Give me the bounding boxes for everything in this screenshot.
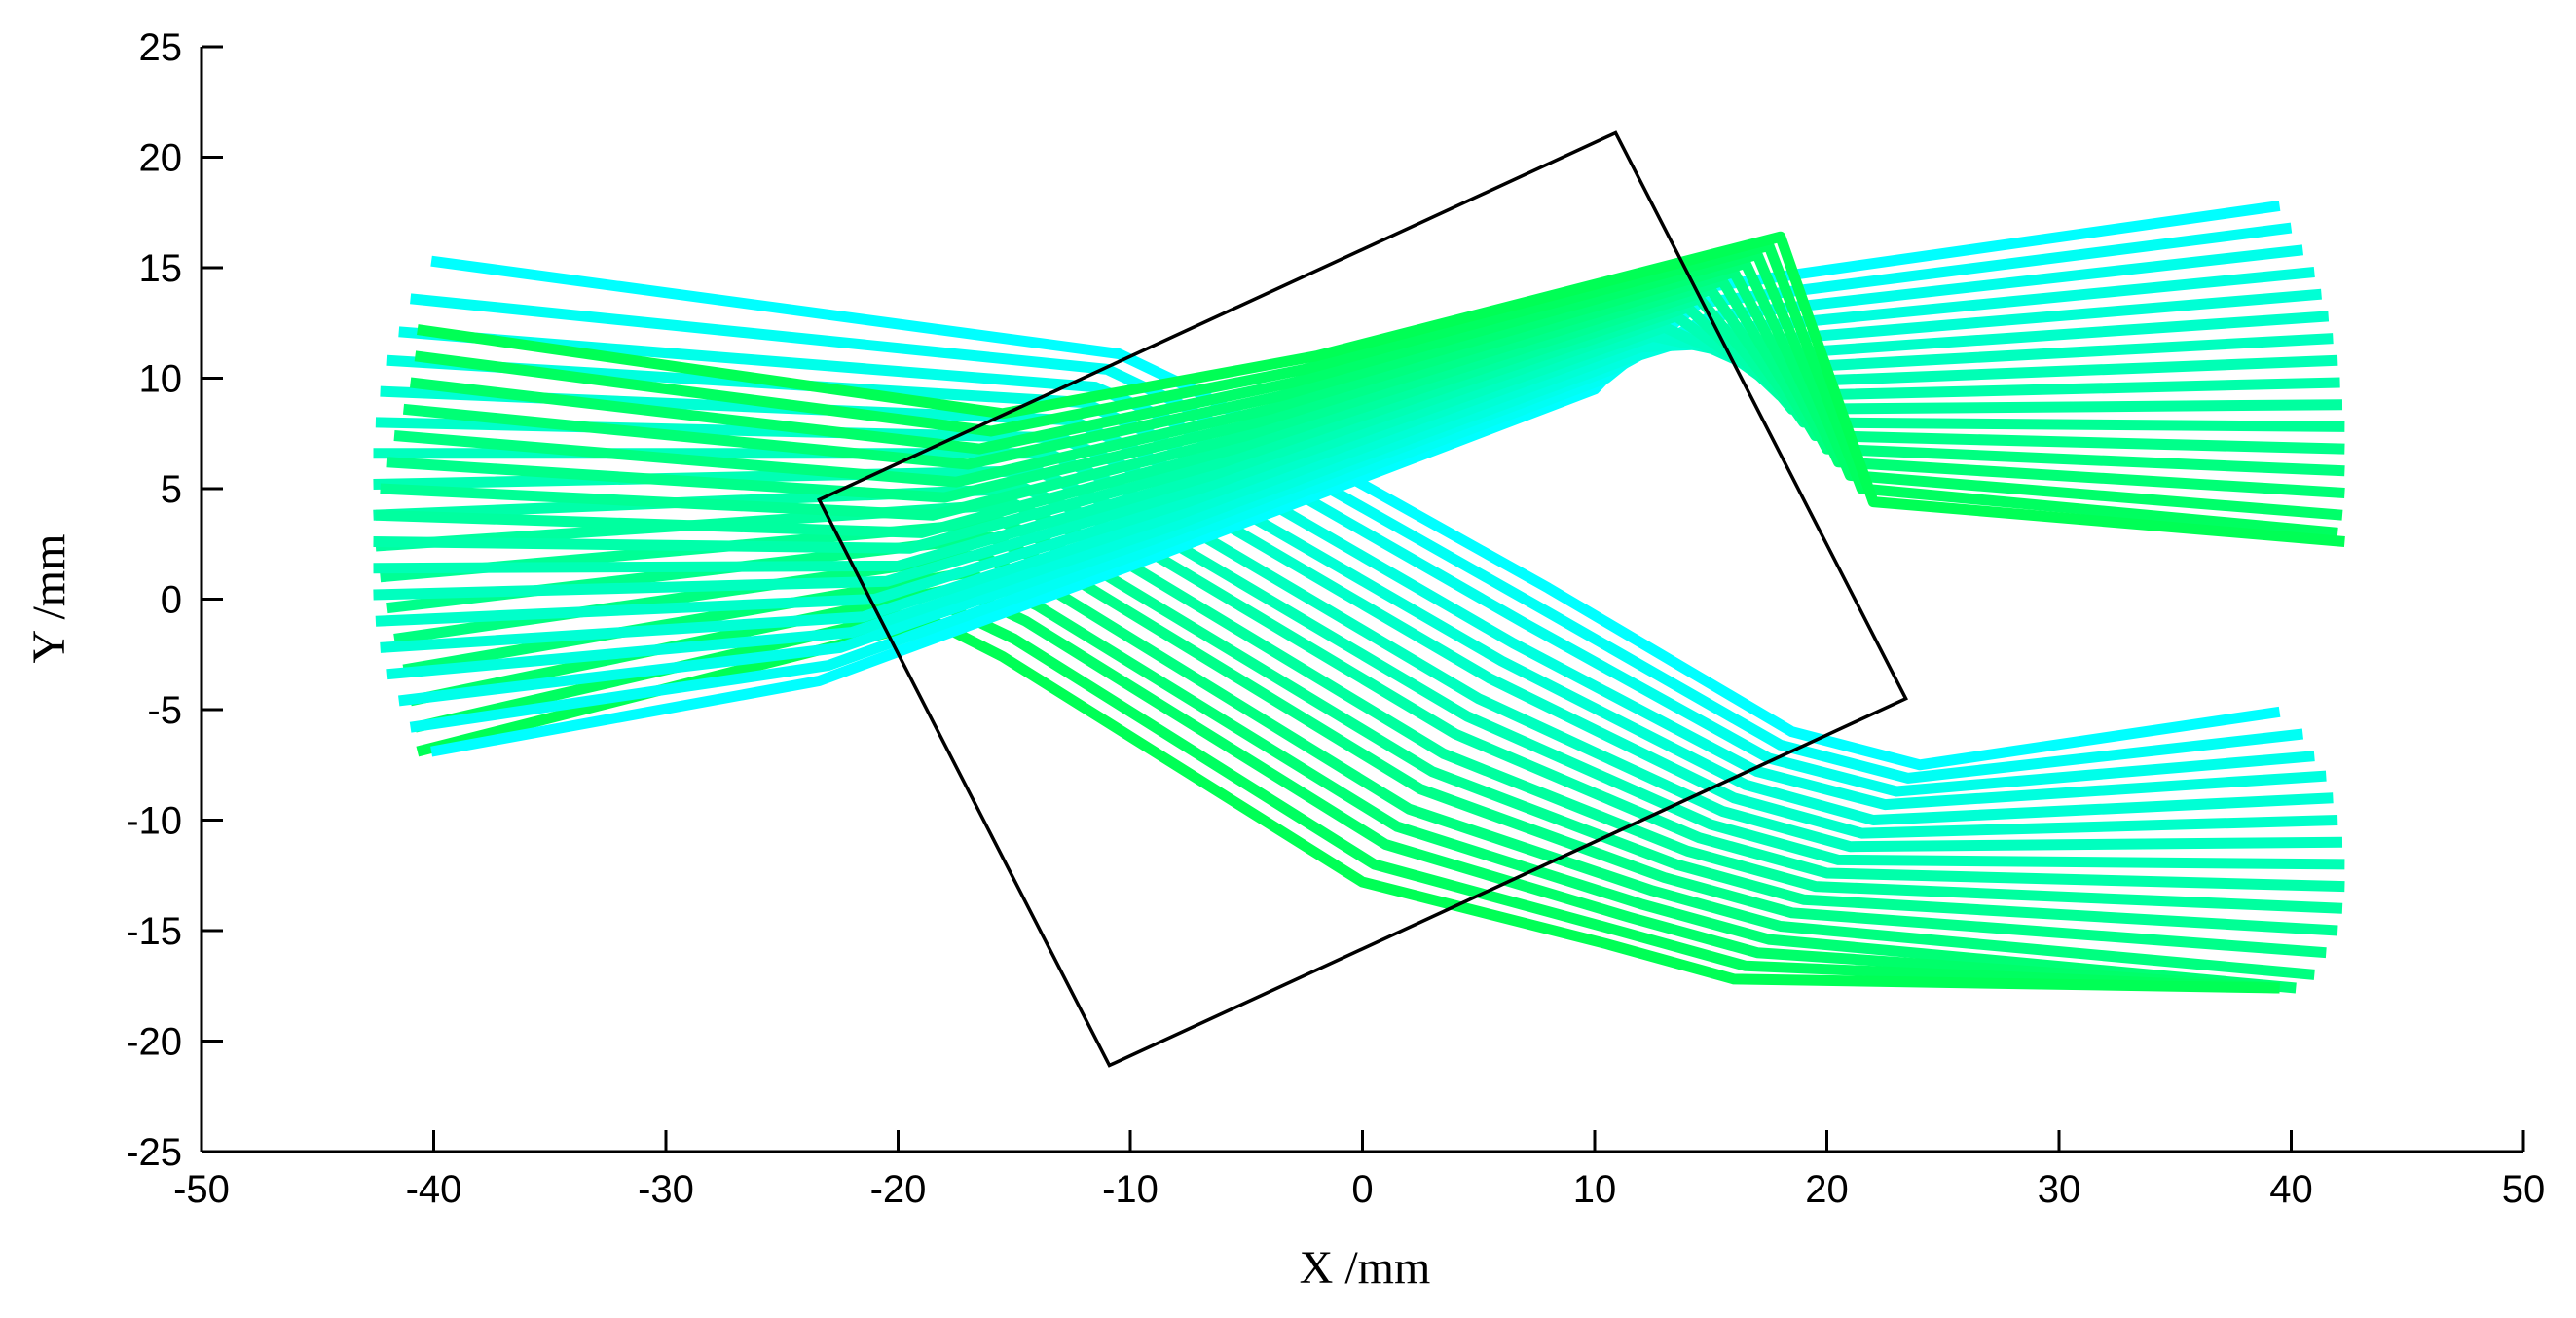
y-tick-label: 15 — [139, 247, 183, 290]
ray-line — [380, 288, 2322, 653]
axes: -50 -40 -30 -20 -10 0 10 20 30 40 50-25-20-15-10-5… — [126, 26, 2545, 1211]
x-tick-label: 50 — [2502, 1168, 2546, 1211]
ray-line — [373, 448, 2343, 853]
y-tick-label: -25 — [126, 1131, 182, 1174]
ray-line — [375, 293, 2343, 538]
ray-line — [386, 267, 2315, 680]
y-tick-label: -15 — [126, 910, 182, 953]
x-tick-label: -10 — [1102, 1168, 1159, 1211]
ray-line — [430, 255, 2281, 771]
ray-line — [409, 248, 2343, 521]
ray-line — [393, 267, 2345, 488]
x-tick-label: 40 — [2269, 1168, 2313, 1211]
x-tick-label: -20 — [870, 1168, 927, 1211]
y-tick-label: 0 — [161, 579, 182, 622]
x-tick-label: -40 — [406, 1168, 462, 1211]
x-axis-label: X /mm — [1300, 1242, 1431, 1294]
x-tick-label: -50 — [173, 1168, 230, 1211]
x-tick-label: 0 — [1351, 1168, 1373, 1211]
rays-layer — [373, 200, 2345, 994]
ray-line — [380, 284, 2345, 521]
aperture-square — [817, 130, 1908, 1068]
ray-line — [410, 293, 2304, 784]
y-tick-label: -20 — [126, 1021, 182, 1064]
x-tick-label: 20 — [1805, 1168, 1849, 1211]
y-tick-label: 20 — [139, 137, 183, 180]
ray-line — [402, 258, 2345, 498]
x-tick-label: -30 — [638, 1168, 694, 1211]
y-tick-label: -10 — [126, 800, 182, 843]
ray-line — [375, 417, 2338, 839]
ray-line — [386, 275, 2345, 503]
ray-line — [430, 200, 2281, 757]
x-tick-label: 10 — [1573, 1168, 1617, 1211]
y-tick-label: 25 — [139, 26, 183, 69]
y-axis-label: Y /mm — [23, 534, 75, 664]
ray-line — [373, 321, 2334, 601]
ray-line — [373, 311, 2338, 574]
x-tick-label: 30 — [2038, 1168, 2081, 1211]
y-tick-label: -5 — [147, 689, 182, 732]
ray-line — [375, 311, 2330, 627]
ray-line — [417, 231, 2345, 547]
y-tick-label: 10 — [139, 358, 183, 401]
y-tick-label: 5 — [161, 468, 182, 511]
ray-line — [373, 302, 2340, 554]
ray-line — [414, 239, 2338, 538]
ray-line — [398, 326, 2315, 797]
